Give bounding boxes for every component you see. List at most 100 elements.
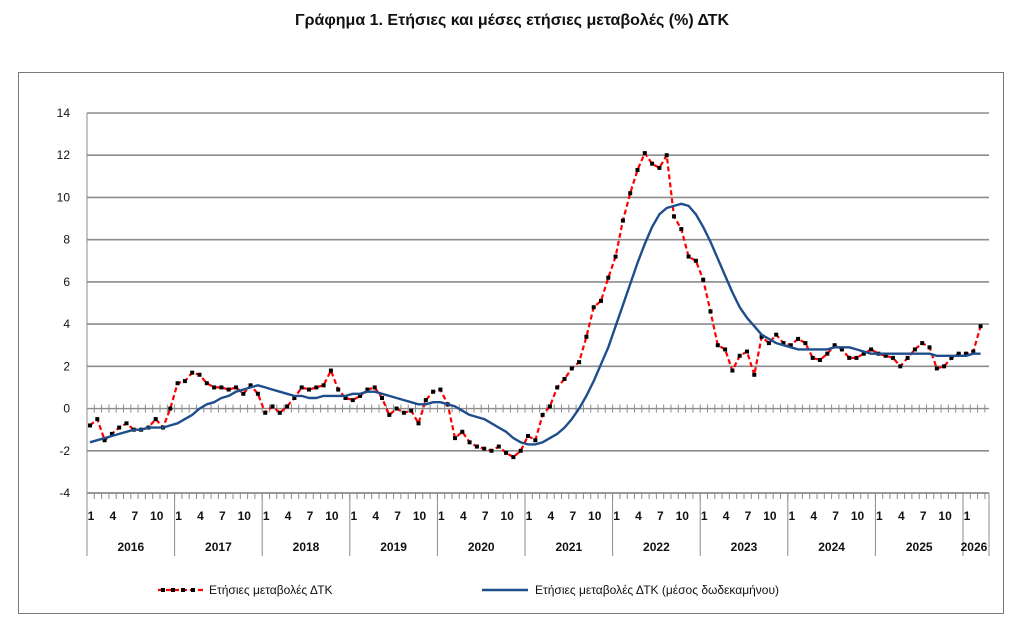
x-tick-label: 4 [723, 509, 730, 523]
data-point [88, 423, 92, 428]
data-point [701, 277, 706, 282]
data-point [934, 366, 939, 371]
data-point [365, 387, 370, 392]
data-point [832, 343, 837, 348]
x-tick-label: 1 [526, 509, 533, 523]
data-point [613, 254, 618, 259]
data-point [372, 385, 377, 390]
data-point [547, 404, 552, 409]
data-point [255, 391, 260, 396]
year-label: 2024 [818, 540, 845, 554]
data-point [277, 410, 282, 415]
data-point [569, 366, 574, 371]
data-point [730, 368, 735, 373]
data-point [248, 383, 253, 388]
x-tick-label: 1 [788, 509, 795, 523]
x-tick-label: 4 [110, 509, 117, 523]
x-tick-label: 7 [482, 509, 489, 523]
legend-label-annual: Ετήσιες μεταβολές ΔΤΚ [209, 583, 333, 597]
data-point [526, 434, 530, 438]
data-point [292, 396, 297, 400]
data-point [657, 165, 662, 170]
data-point [964, 351, 968, 356]
data-point [124, 421, 129, 426]
x-tick-label: 7 [219, 509, 226, 523]
data-point [299, 385, 304, 390]
data-point [905, 355, 910, 360]
data-point [387, 412, 392, 417]
data-point [635, 168, 640, 172]
data-point [599, 298, 603, 303]
data-point [380, 396, 384, 400]
x-tick-label: 1 [175, 509, 182, 523]
x-tick-label: 7 [745, 509, 752, 523]
data-point [664, 153, 669, 158]
data-point [467, 440, 472, 445]
x-tick-label: 1 [438, 509, 445, 523]
x-tick-label: 10 [500, 509, 514, 523]
data-point [358, 393, 363, 398]
data-point [788, 343, 793, 348]
data-point [839, 347, 844, 352]
y-tick-label: 8 [63, 233, 70, 247]
data-point [898, 364, 903, 369]
data-point [759, 334, 764, 339]
legend-marker [171, 588, 175, 592]
data-point [226, 387, 231, 392]
data-point [489, 448, 494, 453]
data-point [577, 360, 582, 365]
data-point [504, 450, 509, 455]
x-tick-label: 7 [307, 509, 314, 523]
x-tick-label: 7 [131, 509, 138, 523]
data-point [693, 258, 698, 263]
data-point [672, 214, 676, 219]
data-point [219, 385, 224, 390]
data-point [343, 396, 348, 400]
year-label: 2025 [906, 540, 933, 554]
data-point [328, 368, 333, 373]
series-markers-annual [88, 151, 983, 460]
data-point [847, 355, 852, 360]
data-point [307, 387, 311, 392]
year-label: 2022 [643, 540, 670, 554]
data-point [431, 389, 436, 394]
data-point [270, 404, 275, 409]
data-point [153, 417, 158, 422]
x-tick-label: 7 [920, 509, 927, 523]
data-point [175, 381, 180, 386]
data-point [168, 406, 173, 411]
data-point [854, 355, 859, 360]
data-point [496, 444, 501, 449]
data-point [95, 417, 100, 422]
year-label: 2017 [205, 540, 232, 554]
data-point [423, 398, 428, 403]
x-tick-label: 10 [413, 509, 427, 523]
x-tick-label: 10 [588, 509, 602, 523]
data-point [737, 353, 742, 358]
year-label: 2023 [731, 540, 758, 554]
data-point [723, 347, 728, 352]
series-line-annual [89, 152, 982, 459]
x-tick-label: 1 [263, 509, 270, 523]
data-point [474, 444, 479, 449]
y-tick-label: -2 [59, 444, 70, 458]
y-tick-label: 14 [57, 106, 71, 120]
data-point [555, 385, 560, 390]
data-point [766, 341, 771, 346]
x-tick-label: 4 [898, 509, 905, 523]
x-tick-label: 1 [88, 509, 95, 523]
x-tick-label: 1 [350, 509, 357, 523]
data-point [241, 391, 246, 396]
data-point [927, 345, 932, 350]
data-point [314, 385, 319, 390]
x-tick-label: 1 [964, 509, 971, 523]
x-tick-label: 7 [569, 509, 576, 523]
x-tick-label: 10 [325, 509, 339, 523]
y-tick-label: 6 [63, 275, 70, 289]
data-point [460, 429, 465, 434]
year-label: 2026 [961, 540, 988, 554]
data-point [394, 406, 399, 411]
data-point [971, 349, 976, 354]
data-point [956, 351, 961, 356]
